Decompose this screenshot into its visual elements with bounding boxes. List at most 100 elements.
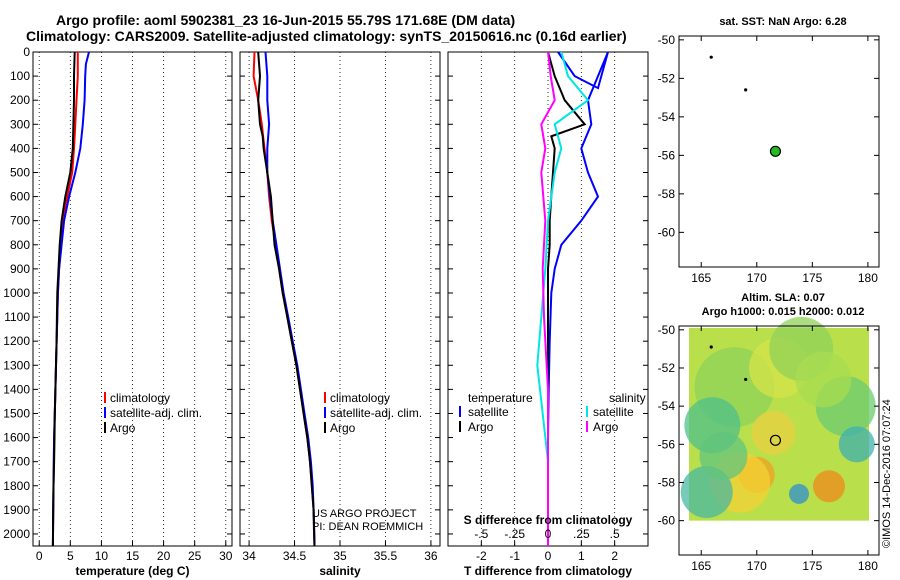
- tick-label-y-sla_map: -60: [658, 514, 676, 528]
- tick-label-depth: 1900: [3, 503, 30, 517]
- tick-label-x-sla_map: 175: [802, 559, 822, 573]
- tick-label-y-sla_map: -56: [658, 437, 676, 451]
- tick-label-x-sst_map: 165: [691, 271, 711, 285]
- marker-previous-position: [709, 345, 713, 349]
- tick-label-x-sla_map: 170: [747, 559, 767, 573]
- axis-label-x-difference: T difference from climatology: [464, 564, 632, 578]
- map-title-sla: Altim. SLA: 0.07: [741, 292, 825, 304]
- tick-label-x-sst_map: 175: [802, 271, 822, 285]
- map-sla_map: 165 170 175 180 -50 -52 -54 -56 -58 -60: [658, 316, 880, 573]
- series-line-difference-temperature-argo: [547, 51, 587, 546]
- series-line-difference-salinity-argo: [540, 51, 556, 546]
- legend-label-salinity: Argo: [593, 420, 619, 434]
- tick-label-x-difference: -2: [476, 549, 487, 563]
- tick-label-depth: 1400: [3, 382, 30, 396]
- axis-label-x2-difference: S difference from climatology: [464, 513, 633, 527]
- tick-label-x2-difference: .25: [573, 527, 590, 541]
- map-sst_map: 165 170 175 180 -50 -52 -54 -56 -58 -60: [658, 33, 880, 285]
- tick-label-depth: 1000: [3, 286, 30, 300]
- tick-label-y-sla_map: -50: [658, 323, 676, 337]
- tick-label-depth: 100: [10, 69, 30, 83]
- tick-label-depth: 1800: [3, 479, 30, 493]
- annotation-pi: PI: DEAN ROEMMICH: [312, 521, 423, 533]
- panel-temperature: 0 5 10 15 20 25 300100200300400500600700800900…: [3, 45, 232, 578]
- series-line-difference-temperature-satellite: [547, 51, 609, 546]
- legend-label-temperature: Argo: [110, 421, 136, 435]
- tick-label-x2-difference: .5: [610, 527, 620, 541]
- legend-label-salinity: satellite-adj. clim.: [330, 406, 422, 420]
- series-line-temperature-argo: [51, 51, 76, 547]
- legend-title-salinity: salinity: [609, 391, 646, 405]
- tick-label-y-sst_map: -50: [658, 33, 676, 47]
- legend-label-temperature: climatology: [110, 391, 170, 405]
- tick-label-x2-difference: 0: [545, 527, 552, 541]
- tick-label-depth: 1300: [3, 358, 30, 372]
- tick-label-y-sla_map: -52: [658, 361, 676, 375]
- tick-label-x-difference: -1: [509, 549, 520, 563]
- marker-current-float: [769, 434, 782, 446]
- map-title-sst: sat. SST: NaN Argo: 6.28: [719, 16, 846, 28]
- axis-label-x-salinity: salinity: [319, 564, 361, 578]
- tick-label-x-sst_map: 170: [747, 271, 767, 285]
- tick-label-x-salinity: 35.5: [374, 549, 398, 563]
- marker-previous-position: [744, 377, 748, 382]
- tick-label-depth: 1100: [4, 310, 30, 324]
- legend-label-temperature: satellite: [468, 405, 509, 419]
- tick-label-y-sst_map: -60: [658, 225, 676, 239]
- tick-label-y-sst_map: -52: [658, 71, 676, 85]
- tick-label-x-salinity: 36: [424, 549, 438, 563]
- axis-label-x-temperature: temperature (deg C): [75, 564, 189, 578]
- title-line-2: Climatology: CARS2009. Satellite-adjuste…: [26, 28, 627, 44]
- tick-label-depth: 0: [23, 45, 30, 59]
- tick-label-depth: 900: [10, 262, 30, 276]
- tick-label-x-temperature: 25: [188, 549, 202, 563]
- legend-label-salinity: satellite: [593, 405, 634, 419]
- tick-label-depth: 200: [10, 93, 30, 107]
- tick-label-depth: 700: [10, 214, 30, 228]
- tick-label-y-sla_map: -54: [658, 399, 676, 413]
- tick-label-depth: 400: [10, 141, 30, 155]
- legend-label-temperature: satellite-adj. clim.: [110, 406, 202, 420]
- tick-label-x-difference: 1: [578, 549, 585, 563]
- tick-label-y-sst_map: -56: [658, 148, 676, 162]
- legend-title-temperature: temperature: [468, 391, 533, 405]
- panel-difference: -2 -1 0 1 2T difference from climatology: [447, 51, 649, 578]
- heatmap-cell: [838, 426, 875, 463]
- tick-label-depth: 300: [10, 117, 30, 131]
- series-line-salinity-argo: [257, 51, 316, 547]
- tick-label-x-temperature: 5: [67, 549, 74, 563]
- panel-salinity: 34 34.5 35 35.5 36 salinity: [239, 51, 441, 578]
- tick-label-depth: 1700: [3, 455, 30, 469]
- tick-label-x-salinity: 34: [242, 549, 256, 563]
- heatmap-cell: [813, 470, 845, 503]
- tick-label-x2-difference: -.5: [474, 527, 488, 541]
- tick-label-x-sst_map: 180: [858, 271, 878, 285]
- map-frame-sst_map: [678, 35, 880, 268]
- heatmap-cell: [751, 410, 796, 455]
- tick-label-x-difference: 0: [545, 549, 552, 563]
- tick-label-y-sst_map: -58: [658, 187, 676, 201]
- annotation-project: US ARGO PROJECT: [312, 508, 417, 520]
- legend-label-salinity: climatology: [330, 391, 390, 405]
- title-line-1: Argo profile: aoml 5902381_23 16-Jun-201…: [56, 12, 516, 28]
- tick-label-depth: 1200: [3, 334, 30, 348]
- marker-previous-position: [744, 88, 748, 92]
- series-line-temperature-satellite-adj-clim-: [51, 51, 90, 547]
- tick-label-x-temperature: 15: [126, 549, 140, 563]
- tick-label-depth: 2000: [3, 527, 30, 541]
- map-frame-sla_map: [678, 325, 880, 556]
- tick-label-depth: 1600: [3, 431, 30, 445]
- tick-label-x-salinity: 34.5: [283, 549, 307, 563]
- marker-current-float: [769, 145, 782, 157]
- tick-label-x-temperature: 30: [219, 549, 233, 563]
- series-line-difference-salinity-satellite: [536, 51, 590, 546]
- tick-label-depth: 1500: [3, 406, 30, 420]
- legend-label-temperature: Argo: [468, 420, 494, 434]
- heatmap-cell: [789, 483, 809, 504]
- series-line-salinity-satellite-adj-clim-: [264, 51, 316, 547]
- panel-frame-salinity: [239, 51, 441, 547]
- map-subtitle-sla: Argo h1000: 0.015 h2000: 0.012: [702, 306, 865, 318]
- marker-previous-position: [709, 55, 713, 59]
- tick-label-depth: 800: [10, 238, 30, 252]
